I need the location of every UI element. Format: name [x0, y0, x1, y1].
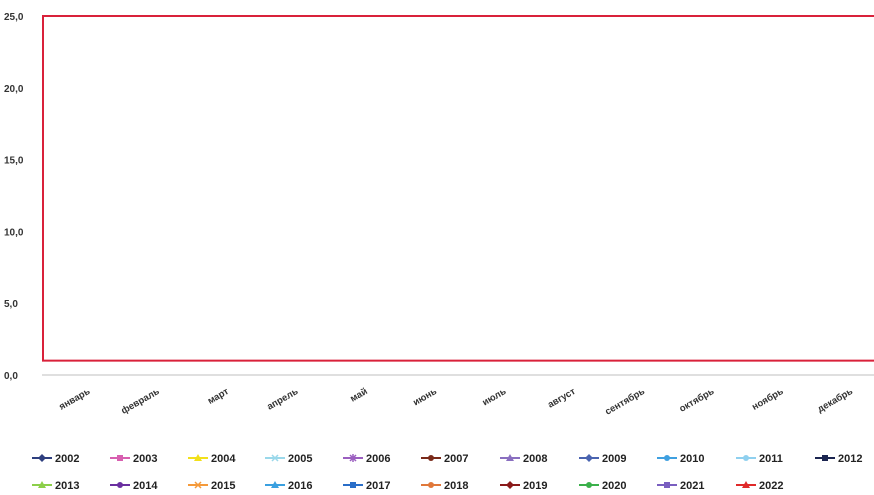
- legend-label: 2016: [288, 480, 312, 492]
- legend-marker: [428, 482, 434, 488]
- legend-item: 2020: [579, 480, 626, 492]
- legend-label: 2013: [55, 480, 79, 492]
- legend-marker: [117, 455, 123, 461]
- legend-item: 2013: [32, 480, 79, 492]
- x-tick-label: октябрь: [678, 386, 717, 415]
- x-tick-label: февраль: [119, 386, 161, 417]
- y-tick-label: 25,0: [4, 12, 24, 23]
- legend-marker: [194, 454, 202, 461]
- y-tick-label: 15,0: [4, 156, 24, 167]
- legend-item: 2007: [421, 453, 468, 465]
- legend-marker: [271, 481, 279, 488]
- legend-item: 2006: [343, 453, 390, 465]
- legend-label: 2003: [133, 453, 157, 465]
- legend-label: 2011: [759, 453, 783, 465]
- legend-marker: [38, 454, 46, 462]
- legend-item: 2008: [500, 453, 547, 465]
- legend-marker: [194, 481, 202, 489]
- x-tick-label: июнь: [411, 386, 439, 408]
- x-tick-label: апрель: [265, 386, 300, 413]
- legend-item: 2012: [815, 453, 862, 465]
- legend-marker: [585, 454, 593, 462]
- legend-label: 2022: [759, 480, 783, 492]
- legend-marker: [38, 481, 46, 488]
- legend-item: 2022: [736, 480, 783, 492]
- x-tick-label: июль: [481, 386, 509, 408]
- legend-marker: [664, 482, 670, 488]
- legend-marker: [506, 454, 514, 461]
- legend-label: 2002: [55, 453, 79, 465]
- legend-marker: [428, 455, 434, 461]
- legend-marker: [743, 455, 749, 461]
- legend-item: 2014: [110, 480, 158, 492]
- legend-label: 2021: [680, 480, 704, 492]
- legend-item: 2015: [188, 480, 235, 492]
- x-tick-label: январь: [57, 386, 92, 413]
- legend-label: 2010: [680, 453, 704, 465]
- legend-label: 2020: [602, 480, 626, 492]
- legend-item: 2010: [657, 453, 704, 465]
- legend-item: 2005: [265, 453, 312, 465]
- legend-item: 2018: [421, 480, 468, 492]
- legend-marker: [349, 454, 357, 462]
- legend-label: 2008: [523, 453, 547, 465]
- legend-item: 2002: [32, 453, 79, 465]
- legend-marker: [664, 455, 670, 461]
- legend: 2002 2003 2004 2005 2006 2007 2008 2009 2010 2011…: [32, 453, 862, 492]
- legend-item: 2004: [188, 453, 236, 465]
- legend-marker: [586, 482, 592, 488]
- x-tick-label: ноябрь: [750, 386, 785, 413]
- legend-label: 2009: [602, 453, 626, 465]
- legend-label: 2019: [523, 480, 547, 492]
- legend-item: 2021: [657, 480, 704, 492]
- x-tick-label: март: [206, 386, 231, 407]
- legend-marker: [117, 482, 123, 488]
- legend-label: 2017: [366, 480, 390, 492]
- y-axis: 0,0 5,0 10,0 15,0 20,0 25,0: [4, 12, 24, 382]
- legend-label: 2005: [288, 453, 312, 465]
- highlight-box: [42, 15, 874, 362]
- legend-label: 2006: [366, 453, 390, 465]
- legend-marker: [742, 481, 750, 488]
- x-tick-label: декабрь: [816, 386, 855, 415]
- legend-label: 2014: [133, 480, 158, 492]
- legend-item: 2003: [110, 453, 157, 465]
- legend-label: 2018: [444, 480, 468, 492]
- x-tick-label: сентябрь: [603, 386, 647, 418]
- y-tick-label: 20,0: [4, 84, 24, 95]
- legend-label: 2012: [838, 453, 862, 465]
- legend-item: 2017: [343, 480, 390, 492]
- x-tick-label: май: [348, 386, 369, 405]
- legend-marker: [271, 454, 279, 462]
- y-tick-label: 0,0: [4, 371, 18, 382]
- legend-label: 2004: [211, 453, 236, 465]
- legend-item: 2016: [265, 480, 312, 492]
- legend-item: 2009: [579, 453, 626, 465]
- legend-marker: [350, 482, 356, 488]
- legend-item: 2011: [736, 453, 783, 465]
- x-tick-label: август: [546, 386, 578, 411]
- legend-marker: [822, 455, 828, 461]
- x-axis: январь февраль март апрель май июнь июль август…: [42, 374, 874, 418]
- legend-marker: [506, 481, 514, 489]
- y-tick-label: 10,0: [4, 227, 24, 238]
- legend-item: 2019: [500, 480, 547, 492]
- legend-label: 2015: [211, 480, 235, 492]
- y-tick-label: 5,0: [4, 299, 18, 310]
- legend-label: 2007: [444, 453, 468, 465]
